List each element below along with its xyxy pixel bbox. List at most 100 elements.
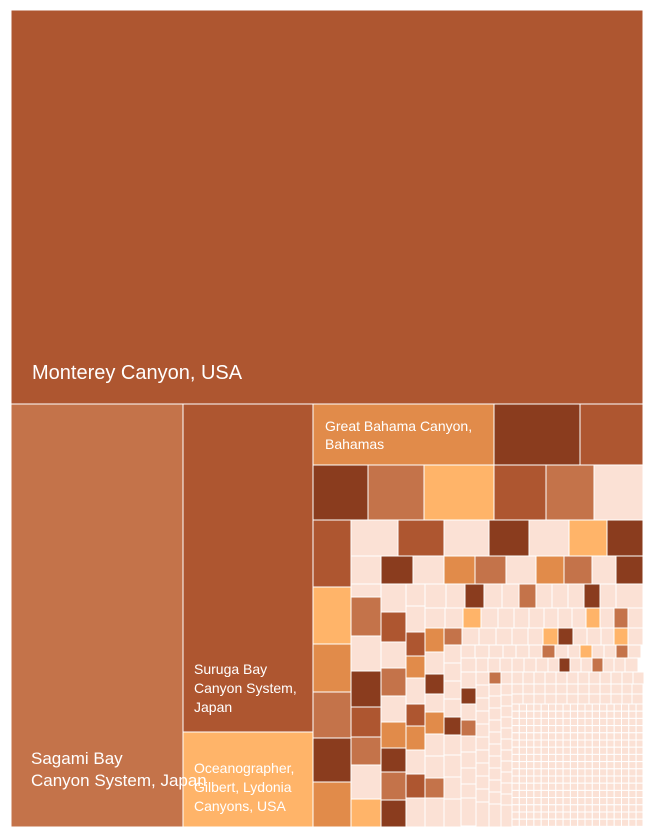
treemap-tile [548,768,557,777]
treemap-tile [599,761,608,770]
treemap-tile [475,749,490,764]
treemap-tile [475,697,490,712]
tile-label: Oceanographer, Gilbert, Lydonia Canyons, U… [194,760,294,814]
treemap-tile [526,703,535,712]
treemap-tile [562,746,571,755]
treemap-tile [380,695,407,723]
treemap-tile [591,825,601,828]
treemap-tile [635,739,644,748]
treemap-tile [579,403,644,466]
treemap-tile [631,683,644,695]
treemap-tile [511,818,520,827]
treemap-tile [562,732,571,741]
treemap-tile [628,746,637,755]
treemap-tile [526,710,535,719]
treemap-tile [380,667,407,697]
treemap-tile [588,683,601,695]
treemap-tile [555,797,564,806]
tile-sagami-bay [10,403,184,828]
treemap-tile [405,725,426,751]
treemap-tile [513,607,530,629]
treemap-tile [443,662,462,682]
treemap-tile [621,717,630,727]
treemap-tile [443,698,462,718]
treemap-tile [606,725,615,734]
treemap-tile [599,725,608,734]
treemap-tile [312,781,352,828]
treemap-tile [545,464,595,521]
treemap-tile [613,804,623,813]
treemap-tile [555,693,568,705]
treemap-tile [380,721,407,749]
treemap-tile [562,818,571,827]
treemap-tile [562,797,571,806]
treemap-tile [610,693,623,705]
treemap-tile [584,811,593,820]
treemap-tile [540,775,550,784]
treemap-tile [548,753,557,763]
treemap-tile [569,746,579,755]
treemap-tile [569,768,579,777]
treemap-tile [577,768,586,777]
treemap-tile [621,782,630,791]
treemap-tile [350,764,382,800]
treemap-tile [591,657,604,673]
treemap-tile [555,732,564,741]
treemap-tile [569,811,579,820]
treemap-tile [586,627,602,646]
treemap-tile [577,818,586,827]
treemap-tile [526,818,535,827]
treemap-tile [621,811,630,820]
treemap-tile [591,732,601,741]
treemap-tile [540,811,550,820]
treemap-tile [487,657,501,673]
treemap-tile [380,641,407,669]
treemap-tile [577,782,586,791]
treemap-tile [460,657,477,673]
treemap-tile [515,644,530,659]
treemap-tile [577,775,586,784]
treemap-tile [511,811,520,820]
tile-monterey-canyon [10,9,644,405]
treemap-tile [424,607,446,629]
treemap-tile [380,771,407,801]
treemap-tile [566,671,579,685]
treemap-tile [577,710,586,719]
treemap-tile [460,703,477,721]
treemap-tile [621,732,630,741]
treemap-tile [518,753,528,763]
treemap-tile [500,793,513,806]
treemap-tile [488,731,502,745]
treemap-tile [635,768,644,777]
treemap-tile [488,683,502,697]
treemap-tile [555,710,564,719]
treemap-tile [591,761,601,770]
treemap-tile [606,519,644,557]
treemap-tile [460,735,477,753]
treemap-tile [523,657,537,673]
treemap-tile [593,464,644,521]
treemap-tile [533,818,542,827]
treemap-tile [613,789,623,799]
treemap-tile [443,644,462,664]
treemap-tile [603,644,617,659]
treemap-tile [522,683,535,695]
treemap-tile [511,710,520,719]
treemap-tile [533,746,542,755]
treemap-tile [511,671,524,685]
treemap-tile [500,727,513,740]
treemap-tile [577,789,586,799]
treemap-tile [606,732,615,741]
treemap-tile [562,710,571,719]
treemap-tile [475,736,490,751]
treemap-tile [613,739,623,748]
treemap-tile [511,825,520,828]
treemap-tile [591,703,601,712]
treemap-tile [544,693,557,705]
treemap-tile [613,818,623,827]
treemap-tile [526,725,535,734]
treemap-tile [518,804,528,813]
treemap-tile [631,693,644,705]
treemap-tile [555,703,564,712]
treemap-tile [526,732,535,741]
